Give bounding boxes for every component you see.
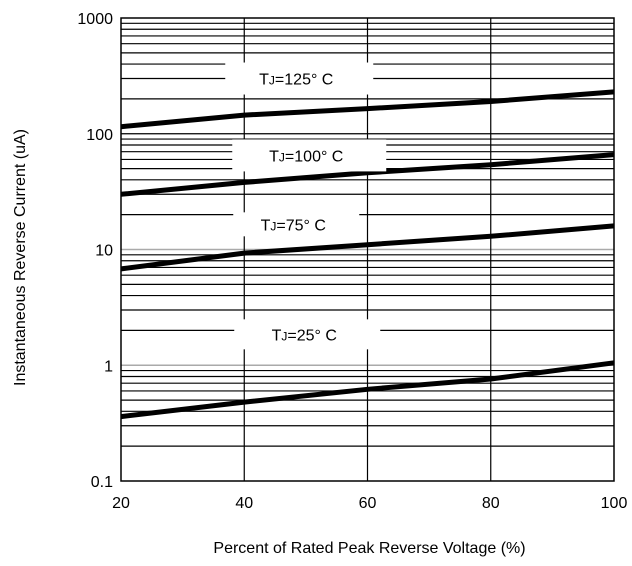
y-axis-title: Instantaneous Reverse Current (uA) [12,129,29,386]
curve-label-box-1 [232,139,387,172]
series-line-1 [120,152,615,197]
x-tick-label: 20 [112,495,130,512]
curve-label-box-0 [225,62,374,95]
x-tick-label: 80 [482,495,500,512]
curve-label-1: TJ=100° C [269,148,343,165]
y-tick-label: 10 [95,243,113,260]
y-tick-label: 1000 [77,11,113,28]
y-tick-label: 1 [104,358,113,375]
x-tick-label: 100 [601,495,628,512]
curve-label-box-3 [234,319,381,350]
curve-label-0: TJ=125° C [259,72,333,89]
series-line-3 [120,360,615,420]
y-tick-label: 100 [86,127,113,144]
plot-frame [120,17,615,482]
series-line-2 [120,223,615,272]
x-tick-labels: 20 40 60 80 100 [112,495,627,512]
series-line-0 [120,89,615,130]
curve-label-3: TJ=25° C [272,327,337,344]
curves [120,89,615,420]
x-tick-label: 60 [359,495,377,512]
curve-label-box-2 [233,212,360,237]
x-axis-title: Percent of Rated Peak Reverse Voltage (%… [213,540,525,557]
curve-labels: TJ=125° C TJ=100° C TJ=75° C TJ=25° C [225,62,387,350]
y-tick-label: 0.1 [91,474,113,491]
curve-label-2: TJ=75° C [261,217,326,234]
y-tick-labels: 0.1 1 10 100 1000 [77,11,113,491]
x-tick-label: 40 [235,495,253,512]
grid-major [121,18,614,481]
